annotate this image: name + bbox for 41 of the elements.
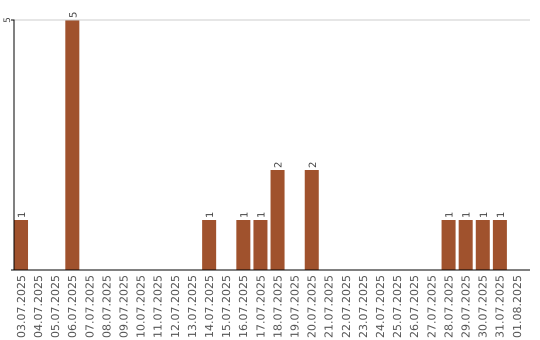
- data-label: 2: [274, 162, 285, 168]
- x-tick-label: 22.07.2025: [340, 275, 353, 338]
- data-label: 2: [308, 162, 319, 168]
- x-tick-label: 14.07.2025: [202, 275, 216, 338]
- data-label: 1: [496, 212, 507, 218]
- x-tick-label: 06.07.2025: [66, 275, 80, 338]
- x-tick-label: 21.07.2025: [322, 275, 336, 338]
- data-label: 1: [17, 212, 28, 218]
- data-label: 1: [205, 212, 216, 218]
- x-tick-label: 18.07.2025: [271, 275, 284, 338]
- x-tick-label: 08.07.2025: [100, 275, 114, 338]
- x-tick-label: 30.07.2025: [476, 275, 490, 338]
- x-tick-label: 28.07.2025: [442, 275, 456, 338]
- x-tick-label: 19.07.2025: [288, 275, 302, 338]
- x-tick-label: 03.07.2025: [14, 275, 28, 338]
- x-tick-label: 23.07.2025: [356, 275, 370, 338]
- x-tick-label: 31.07.2025: [494, 275, 507, 338]
- data-label: 1: [462, 212, 473, 218]
- data-label: 1: [239, 212, 250, 218]
- x-tick-label: 04.07.2025: [32, 275, 45, 338]
- x-tick-label: 27.07.2025: [425, 275, 438, 338]
- x-tick-label: 12.07.2025: [168, 275, 182, 338]
- x-tick-label: 26.07.2025: [408, 275, 422, 338]
- x-tick-label: 09.07.2025: [117, 275, 130, 338]
- x-tick-label: 25.07.2025: [391, 275, 404, 338]
- x-tick-label: 07.07.2025: [83, 275, 96, 338]
- x-tick-label: 24.07.2025: [374, 275, 388, 338]
- data-label: 1: [444, 212, 456, 218]
- x-tick-label: 29.07.2025: [460, 275, 473, 338]
- x-tick-label: 16.07.2025: [237, 275, 250, 338]
- x-tick-label: 13.07.2025: [186, 275, 199, 338]
- data-label: 1: [478, 212, 490, 218]
- x-tick-label: 10.07.2025: [134, 275, 148, 338]
- data-label: 5: [68, 12, 80, 18]
- x-tick-label: 17.07.2025: [254, 275, 268, 338]
- x-tick-label: 20.07.2025: [306, 275, 319, 338]
- data-label: 1: [256, 212, 268, 218]
- x-tick-label: 01.08.2025: [510, 275, 524, 338]
- x-tick-label: 11.07.2025: [152, 275, 165, 338]
- x-tick-label: 05.07.2025: [49, 275, 62, 338]
- x-tick-label: 15.07.2025: [220, 275, 234, 338]
